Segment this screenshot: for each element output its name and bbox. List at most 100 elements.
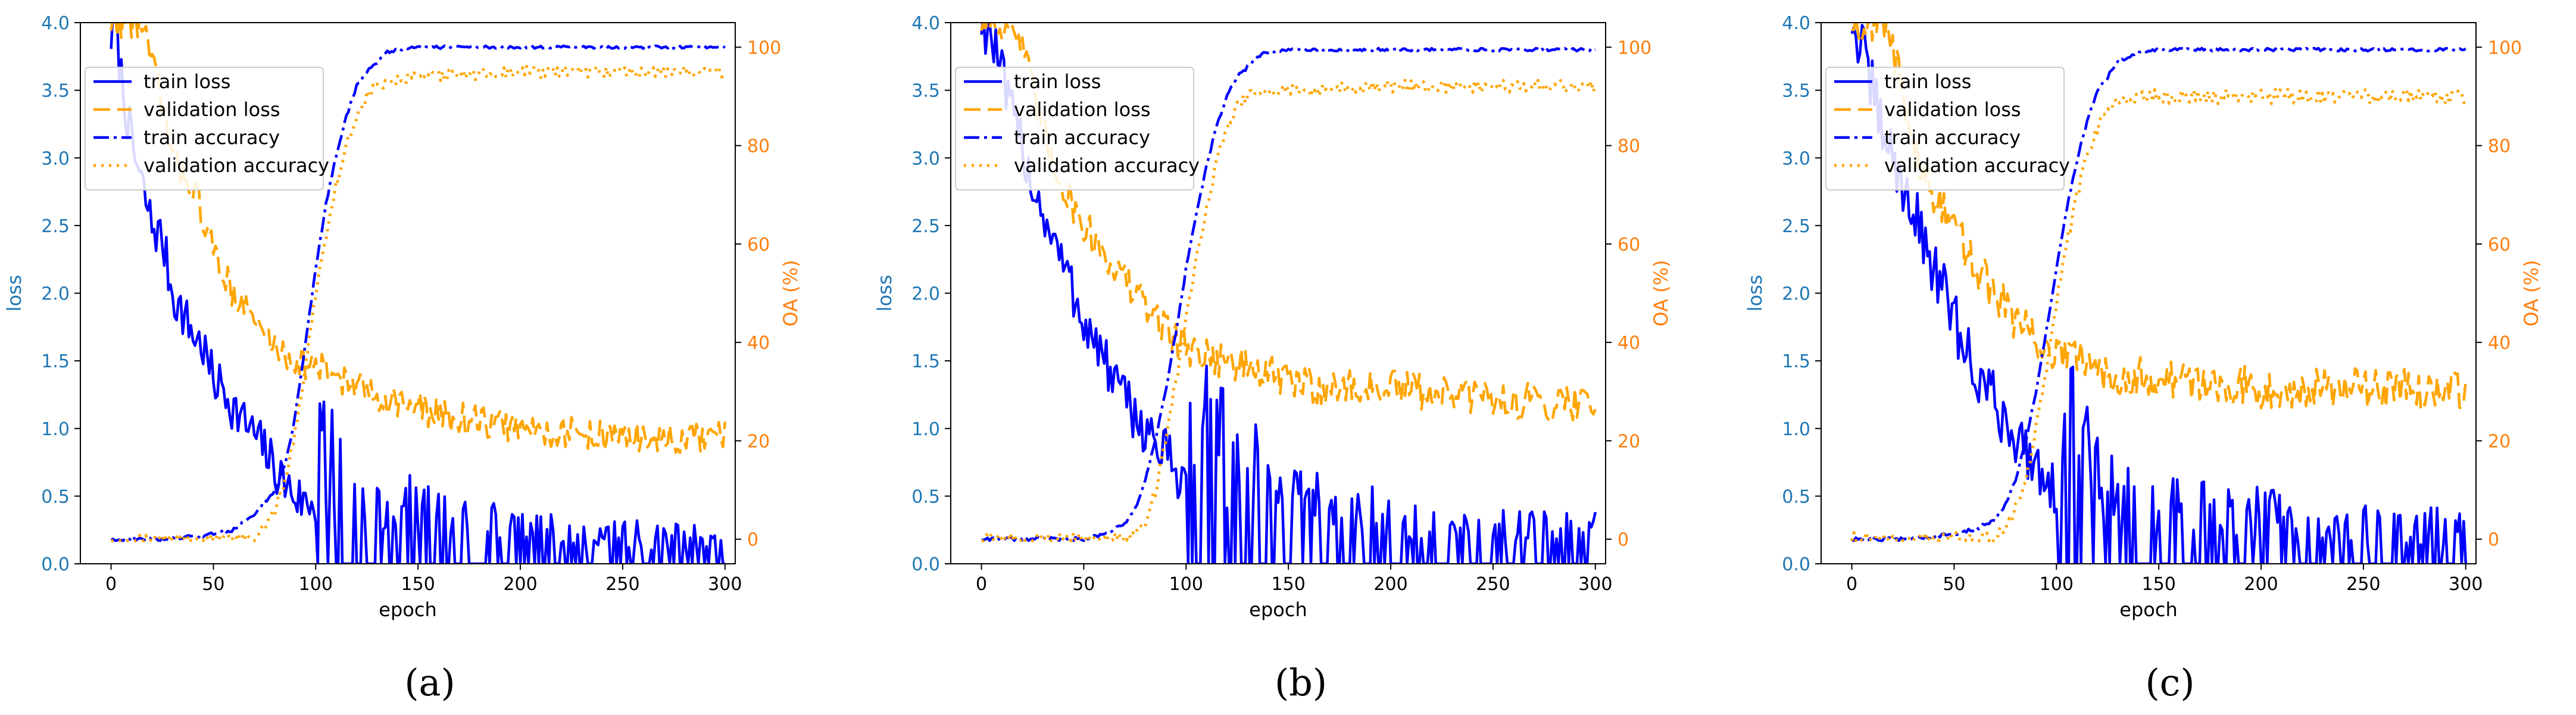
- y-tick-label: 2.0: [911, 284, 940, 305]
- y2-tick-label: 20: [747, 431, 770, 452]
- plot-area: [110, 23, 727, 564]
- y-tick-label: 2.5: [1782, 216, 1810, 237]
- y-tick-label: 0.5: [41, 486, 70, 507]
- x-tick-label: 150: [2142, 574, 2176, 595]
- y2-tick-label: 40: [747, 333, 770, 354]
- x-tick-label: 150: [401, 574, 435, 595]
- y2-tick-label: 60: [1618, 235, 1640, 255]
- legend: train loss validation loss train accuracy v…: [1825, 67, 2070, 191]
- series-validation-accuracy: [1850, 88, 2466, 542]
- x-tick-label: 250: [605, 574, 639, 595]
- x-axis-label: epoch: [1249, 598, 1307, 621]
- legend-label: validation accuracy: [1014, 154, 1200, 177]
- plot-area: [980, 23, 1597, 564]
- y2-tick-label: 80: [747, 136, 770, 157]
- plot-area: [1850, 23, 2468, 564]
- caption-a: (a): [404, 661, 455, 704]
- y2-tick-label: 0: [2488, 530, 2499, 551]
- x-tick-label: 200: [2244, 574, 2278, 595]
- legend-label: train loss: [143, 70, 230, 93]
- x-tick-label: 300: [1578, 574, 1612, 595]
- y2-tick-label: 80: [1618, 136, 1640, 157]
- caption-b: (b): [1275, 661, 1327, 704]
- y2-tick-label: 0: [747, 530, 758, 551]
- y2-tick-label: 0: [1618, 530, 1629, 551]
- y-axis-label: loss: [3, 275, 26, 312]
- x-tick-label: 200: [503, 574, 537, 595]
- y-tick-label: 3.0: [41, 148, 70, 169]
- legend-label: train loss: [1884, 70, 1971, 93]
- y-axis-label: loss: [1744, 275, 1766, 312]
- y-tick-label: 1.0: [911, 419, 940, 440]
- x-tick-label: 300: [2449, 574, 2483, 595]
- y-tick-label: 2.0: [41, 284, 70, 305]
- series-train-accuracy: [1851, 46, 2466, 542]
- x-tick-label: 100: [299, 574, 333, 595]
- series-validation-loss: [980, 23, 1597, 421]
- legend: train loss validation loss train accuracy v…: [955, 67, 1200, 191]
- series-train-loss: [1850, 24, 2468, 564]
- series-train-accuracy: [110, 44, 726, 542]
- legend: train loss validation loss train accuracy v…: [85, 67, 329, 191]
- x-tick-label: 50: [1943, 574, 1965, 595]
- y-tick-label: 4.0: [41, 13, 70, 34]
- legend-label: train loss: [1014, 70, 1101, 93]
- y-tick-label: 0.0: [1782, 554, 1810, 575]
- x-tick-label: 0: [105, 574, 117, 595]
- y2-tick-label: 100: [747, 38, 781, 58]
- y2-axis-label: OA (%): [1650, 260, 1672, 326]
- legend-box: [955, 67, 1194, 191]
- y-tick-label: 1.5: [1782, 351, 1810, 372]
- x-tick-label: 100: [1169, 574, 1203, 595]
- series-train-accuracy: [981, 46, 1596, 542]
- y-tick-label: 2.5: [41, 216, 70, 237]
- y-tick-label: 3.0: [911, 148, 940, 169]
- legend-label: validation accuracy: [1884, 154, 2070, 177]
- x-tick-label: 50: [1072, 574, 1095, 595]
- y-tick-label: 4.0: [1782, 13, 1810, 34]
- y-tick-label: 3.5: [41, 81, 70, 102]
- x-tick-label: 300: [708, 574, 742, 595]
- legend-box: [85, 67, 324, 191]
- y-axis-label: loss: [873, 275, 896, 312]
- y-tick-label: 1.0: [1782, 419, 1810, 440]
- y-tick-label: 2.0: [1782, 284, 1810, 305]
- x-axis-label: epoch: [379, 598, 436, 621]
- legend-label: validation accuracy: [143, 154, 329, 177]
- legend-label: train accuracy: [1014, 126, 1150, 149]
- y2-tick-label: 60: [747, 235, 770, 255]
- y2-tick-label: 40: [1618, 333, 1640, 354]
- x-axis-label: epoch: [2119, 598, 2177, 621]
- y2-tick-label: 80: [2488, 136, 2511, 157]
- legend-label: validation loss: [1014, 98, 1151, 121]
- y-tick-label: 0.5: [1782, 486, 1810, 507]
- caption-c: (c): [2145, 661, 2194, 704]
- y2-tick-label: 20: [1618, 431, 1640, 452]
- chart-panel-a: 0 50 100 150 200 250 300epoch0.00.51.01.52.02.…: [3, 13, 802, 621]
- x-tick-label: 0: [1846, 574, 1857, 595]
- y-tick-label: 0.0: [911, 554, 940, 575]
- x-tick-label: 250: [1476, 574, 1510, 595]
- y-tick-label: 1.5: [41, 351, 70, 372]
- y2-tick-label: 20: [2488, 431, 2511, 452]
- x-tick-label: 250: [2346, 574, 2380, 595]
- legend-label: validation loss: [143, 98, 280, 121]
- legend-label: validation loss: [1884, 98, 2021, 121]
- y2-tick-label: 40: [2488, 333, 2511, 354]
- y-tick-label: 0.5: [911, 486, 940, 507]
- y-tick-label: 2.5: [911, 216, 940, 237]
- series-train-loss: [980, 23, 1597, 564]
- x-tick-label: 200: [1373, 574, 1407, 595]
- y-tick-label: 3.0: [1782, 148, 1810, 169]
- x-tick-label: 50: [202, 574, 224, 595]
- y2-tick-label: 100: [1618, 38, 1651, 58]
- chart-panel-b: 0 50 100 150 200 250 300epoch0.00.51.01.52.02.…: [873, 13, 1672, 621]
- x-tick-label: 150: [1272, 574, 1306, 595]
- y2-axis-label: OA (%): [779, 260, 802, 326]
- x-tick-label: 100: [2040, 574, 2074, 595]
- series-validation-loss: [110, 23, 727, 454]
- y2-tick-label: 100: [2488, 38, 2522, 58]
- y2-axis-label: OA (%): [2520, 260, 2543, 326]
- y-tick-label: 4.0: [911, 13, 940, 34]
- y-tick-label: 3.5: [911, 81, 940, 102]
